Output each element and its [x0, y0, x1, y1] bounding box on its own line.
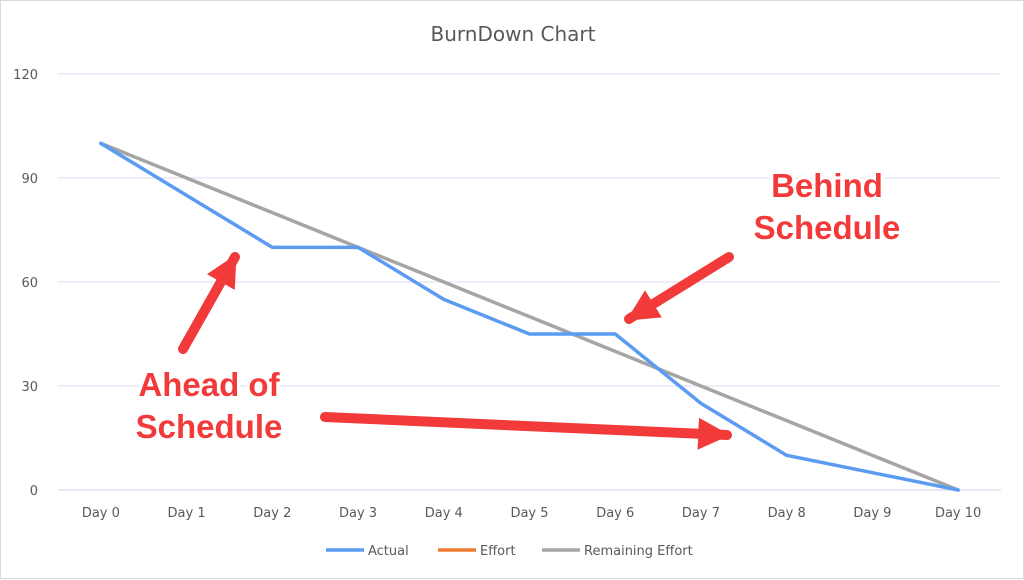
series-line-actual: [99, 141, 960, 492]
x-tick-label: Day 9: [853, 506, 891, 521]
legend-item-effort: Effort: [438, 544, 516, 559]
legend-item-remaining-effort: Remaining Effort: [542, 544, 693, 559]
x-tick-label: Day 4: [425, 506, 463, 521]
y-tick-label: 90: [21, 172, 38, 187]
y-tick-label: 60: [21, 276, 38, 291]
x-tick-label: Day 8: [768, 506, 806, 521]
x-tick-label: Day 0: [82, 506, 120, 521]
arrow-behind-schedule: [624, 252, 734, 324]
y-axis-ticks: 0 30 60 90 120: [13, 68, 38, 499]
legend-item-actual: Actual: [326, 544, 409, 559]
legend-label: Actual: [368, 544, 409, 559]
x-tick-label: Day 6: [596, 506, 634, 521]
annotation-ahead-line1: Ahead of: [138, 366, 280, 403]
y-tick-label: 30: [21, 380, 38, 395]
x-tick-label: Day 7: [682, 506, 720, 521]
series-lines: [99, 141, 960, 492]
x-tick-label: Day 1: [168, 506, 206, 521]
annotation-ahead-line2: Schedule: [136, 408, 283, 445]
annotation-labels: Behind Schedule Ahead of Schedule: [133, 164, 904, 448]
annotation-behind-line1: Behind: [771, 167, 883, 204]
annotation-arrows: [178, 252, 734, 450]
x-tick-label: Day 2: [253, 506, 291, 521]
chart-title: BurnDown Chart: [431, 22, 596, 46]
x-tick-label: Day 3: [339, 506, 377, 521]
legend: Actual Effort Remaining Effort: [326, 544, 693, 559]
y-tick-label: 120: [13, 68, 38, 83]
legend-label: Remaining Effort: [584, 544, 693, 559]
arrow-ahead-up: [178, 252, 240, 354]
annotation-behind-line2: Schedule: [754, 209, 901, 246]
x-tick-label: Day 5: [510, 506, 548, 521]
arrow-ahead-right: [320, 412, 732, 450]
x-tick-label: Day 10: [935, 506, 981, 521]
x-axis-ticks: Day 0 Day 1 Day 2 Day 3 Day 4 Day 5 Day 6 Day 7…: [82, 506, 981, 521]
legend-label: Effort: [480, 544, 516, 559]
y-tick-label: 0: [30, 484, 38, 499]
series-line-remaining-effort: [99, 141, 960, 492]
